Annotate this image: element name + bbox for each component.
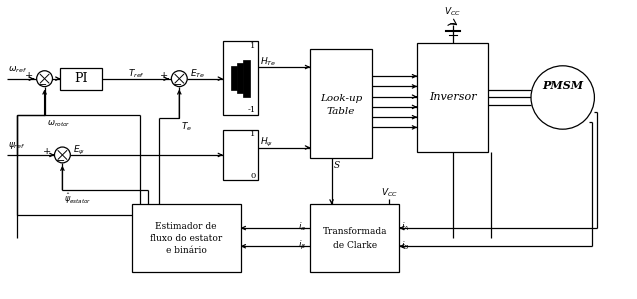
Bar: [417, 43, 489, 152]
Text: $H_{Te}$: $H_{Te}$: [259, 56, 276, 68]
Text: +: +: [43, 147, 52, 156]
Text: $V_{CC}$: $V_{CC}$: [381, 186, 398, 199]
Circle shape: [531, 66, 594, 129]
Circle shape: [55, 147, 70, 163]
Text: $\psi_{ref}$: $\psi_{ref}$: [8, 140, 25, 151]
Text: 1: 1: [250, 42, 255, 50]
Text: $E_{\psi}$: $E_{\psi}$: [73, 144, 85, 157]
Bar: [310, 49, 371, 158]
Text: fluxo do estator: fluxo do estator: [150, 234, 222, 243]
Text: PI: PI: [75, 72, 88, 85]
Text: de Clarke: de Clarke: [333, 241, 376, 250]
Text: $\omega_{ref}$: $\omega_{ref}$: [8, 64, 27, 75]
Text: $\omega_{rotor}$: $\omega_{rotor}$: [47, 118, 70, 129]
Bar: [61, 68, 102, 90]
Text: Look-up: Look-up: [320, 94, 362, 103]
Bar: [223, 41, 257, 115]
Text: 0: 0: [250, 172, 255, 180]
Text: $T_{ref}$: $T_{ref}$: [128, 68, 145, 80]
Text: $V_{CC}$: $V_{CC}$: [444, 5, 461, 18]
Text: $E_{Te}$: $E_{Te}$: [190, 68, 205, 80]
Bar: [243, 60, 250, 97]
Text: Inversor: Inversor: [429, 92, 476, 103]
Bar: [223, 130, 257, 180]
Text: −: −: [55, 156, 65, 166]
Text: $i_{\alpha}$: $i_{\alpha}$: [297, 221, 306, 233]
Bar: [310, 205, 399, 272]
Circle shape: [171, 71, 187, 87]
Text: e binário: e binário: [166, 245, 206, 254]
Bar: [231, 66, 237, 90]
Text: $i_A$: $i_A$: [401, 221, 410, 233]
Text: $\hat{\psi}_{estator}$: $\hat{\psi}_{estator}$: [64, 192, 92, 206]
Text: −: −: [38, 80, 47, 90]
Text: Table: Table: [327, 107, 355, 116]
Text: −: −: [173, 80, 182, 90]
Text: Estimador de: Estimador de: [155, 222, 217, 231]
Text: $i_B$: $i_B$: [401, 239, 410, 251]
Text: S: S: [334, 161, 340, 170]
Text: -1: -1: [247, 106, 255, 114]
Text: $T_e$: $T_e$: [182, 120, 192, 133]
Circle shape: [37, 71, 52, 87]
Bar: [237, 63, 243, 94]
Text: $i_{\beta}$: $i_{\beta}$: [297, 239, 306, 252]
Text: 1: 1: [250, 130, 255, 138]
Text: PMSM: PMSM: [542, 80, 583, 91]
Bar: [132, 205, 241, 272]
Text: $H_{\psi}$: $H_{\psi}$: [259, 136, 273, 149]
Text: +: +: [25, 71, 34, 80]
Text: Transformada: Transformada: [322, 227, 387, 236]
Text: +: +: [160, 71, 168, 80]
